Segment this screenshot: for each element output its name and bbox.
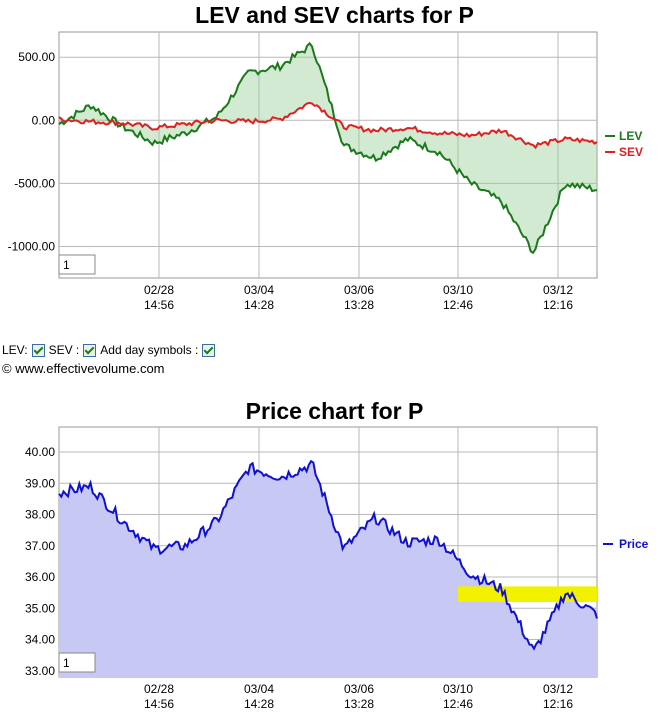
x-tick-time: 12:46 (443, 697, 473, 711)
x-tick-time: 14:28 (244, 298, 274, 312)
lev-toggle-label: LEV: (2, 343, 28, 357)
price-area-fill (59, 461, 597, 677)
x-tick-date: 03/10 (443, 682, 473, 696)
x-tick-time: 12:46 (443, 298, 473, 312)
x-tick-date: 03/06 (344, 283, 374, 297)
y-tick-label: -500.00 (14, 176, 55, 190)
y-tick-label: -1000.00 (8, 239, 56, 253)
y-tick-label: 35.00 (25, 601, 55, 615)
x-tick-time: 13:28 (344, 697, 374, 711)
x-tick-date: 02/28 (144, 682, 174, 696)
chart-controls: LEV: SEV : Add day symbols : (2, 343, 216, 357)
day-symbols-checkbox[interactable] (202, 343, 216, 357)
x-tick-time: 12:16 (543, 298, 573, 312)
x-tick-time: 14:56 (144, 697, 174, 711)
x-tick-date: 03/04 (244, 682, 274, 696)
price-chart: 40.00 39.00 38.00 37.00 36.00 35.00 34.00 33.00… (25, 426, 649, 711)
x-tick-date: 03/12 (543, 682, 573, 696)
x-tick-date: 03/12 (543, 283, 573, 297)
zoom-input (58, 652, 96, 673)
y-tick-label: 37.00 (25, 539, 55, 553)
y-tick-label: 500.00 (18, 50, 55, 64)
y-tick-label: 0.00 (32, 113, 56, 127)
lev-checkbox[interactable] (31, 343, 45, 357)
y-tick-label: 34.00 (25, 633, 55, 647)
legend-label: LEV (619, 129, 642, 143)
legend-label: Price (619, 537, 649, 551)
zoom-value: 1 (63, 656, 70, 670)
y-tick-label: 33.00 (25, 664, 55, 678)
zoom-value: 1 (63, 258, 70, 272)
x-tick-date: 03/10 (443, 283, 473, 297)
y-tick-label: 36.00 (25, 570, 55, 584)
x-tick-time: 13:28 (344, 298, 374, 312)
sev-toggle-label: SEV : (48, 343, 80, 357)
lev-series-line (58, 41, 598, 255)
price-series-line (58, 459, 598, 651)
zoom-input (58, 254, 96, 275)
y-tick-label: 38.00 (25, 508, 55, 522)
sev-checkbox[interactable] (83, 343, 97, 357)
x-tick-date: 02/28 (144, 283, 174, 297)
copyright-text: © www.effectivevolume.com (2, 361, 165, 376)
price-chart-title: Price chart for P (245, 398, 424, 424)
y-tick-label: 39.00 (25, 476, 55, 490)
x-tick-date: 03/04 (244, 283, 274, 297)
x-tick-date: 03/06 (344, 682, 374, 696)
y-tick-label: 40.00 (25, 445, 55, 459)
day-symbols-label: Add day symbols : (100, 343, 199, 357)
lev-chart-title: LEV and SEV charts for P (195, 2, 474, 28)
x-tick-time: 14:56 (144, 298, 174, 312)
sev-series-line (58, 101, 598, 150)
legend-label: SEV (619, 145, 643, 159)
x-tick-time: 14:28 (244, 697, 274, 711)
plot-area (58, 31, 598, 279)
x-tick-time: 12:16 (543, 697, 573, 711)
highlight-band (458, 586, 597, 602)
